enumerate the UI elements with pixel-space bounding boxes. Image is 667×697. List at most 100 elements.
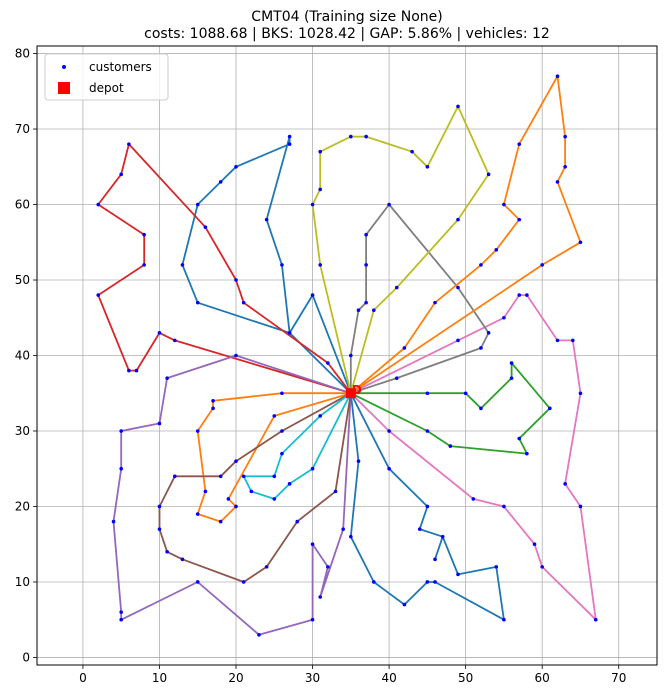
- x-tick-label: 70: [611, 671, 626, 685]
- customer-point: [257, 633, 261, 637]
- customer-point: [172, 338, 177, 343]
- customer-point: [310, 466, 315, 471]
- customer-point: [349, 534, 353, 539]
- grid-lines: [37, 46, 657, 665]
- customer-point: [578, 240, 583, 245]
- customer-point: [310, 617, 315, 622]
- customer-point: [509, 376, 514, 380]
- customer-point: [234, 353, 238, 358]
- customer-point: [364, 134, 368, 139]
- customer-point: [318, 149, 323, 154]
- customer-point: [119, 172, 123, 177]
- customer-point: [456, 104, 460, 109]
- y-tick-label: 40: [15, 349, 30, 363]
- customer-point: [517, 142, 522, 146]
- x-tick-label: 20: [228, 671, 243, 685]
- y-tick-label: 80: [15, 47, 30, 61]
- customer-point: [127, 142, 131, 146]
- customer-point: [326, 361, 330, 365]
- route-line-1: [181, 135, 352, 394]
- customer-point: [364, 300, 368, 305]
- customer-point: [218, 180, 223, 184]
- customer-point: [287, 331, 292, 335]
- y-tick-label: 0: [22, 650, 30, 664]
- y-tick-label: 70: [15, 122, 30, 136]
- depot-label: D: [352, 383, 362, 397]
- customer-point: [517, 436, 522, 441]
- customer-point: [349, 353, 353, 358]
- customer-point: [264, 217, 269, 222]
- customer-point: [433, 557, 437, 562]
- customer-point: [387, 202, 391, 207]
- customer-point: [180, 557, 185, 562]
- legend-depot-marker: [58, 82, 70, 94]
- x-tick-label: 10: [152, 671, 167, 685]
- depot-marker: [345, 388, 356, 399]
- x-tick-label: 50: [458, 671, 473, 685]
- customer-point: [318, 595, 323, 599]
- route-line-10: [349, 203, 490, 395]
- customer-point: [195, 512, 200, 516]
- customer-point: [433, 300, 437, 305]
- customer-point: [364, 263, 368, 267]
- customer-point: [532, 542, 537, 547]
- legend-label-depot: depot: [89, 81, 124, 95]
- customer-point: [310, 202, 315, 207]
- customer-point: [241, 474, 246, 479]
- customer-point: [241, 580, 246, 584]
- customer-point: [486, 172, 491, 177]
- customer-point: [517, 217, 522, 222]
- customer-point: [486, 331, 491, 335]
- route-line-2: [97, 143, 352, 395]
- customer-point: [425, 429, 430, 433]
- legend: customers depot: [44, 53, 169, 101]
- x-tick-label: 0: [79, 671, 87, 685]
- customer-point: [394, 285, 399, 290]
- customer-point: [456, 572, 460, 577]
- route-line-5: [158, 392, 352, 583]
- customer-point: [234, 459, 238, 463]
- customer-point: [287, 482, 292, 486]
- customer-point: [563, 164, 567, 169]
- customer-point: [555, 74, 560, 78]
- customer-point: [234, 164, 238, 169]
- customer-point: [349, 134, 353, 139]
- customer-point: [195, 300, 200, 305]
- customer-point: [425, 580, 430, 584]
- customer-point: [425, 391, 430, 396]
- customer-point: [463, 391, 468, 396]
- customer-point: [494, 565, 499, 569]
- customer-point: [119, 617, 123, 622]
- customer-point: [494, 248, 499, 252]
- customer-point: [456, 285, 460, 290]
- customer-point: [356, 308, 361, 313]
- customer-point: [142, 263, 146, 267]
- customer-point: [502, 315, 506, 320]
- customer-point: [479, 406, 483, 411]
- customer-point: [234, 504, 238, 509]
- customer-point: [387, 429, 391, 433]
- customer-point: [318, 187, 323, 192]
- customer-point: [272, 414, 277, 418]
- customer-point: [180, 263, 185, 267]
- route-line-3: [112, 354, 352, 636]
- customer-point: [310, 542, 315, 547]
- customer-point: [119, 610, 123, 614]
- customer-point: [211, 398, 215, 403]
- customer-point: [540, 565, 544, 569]
- route-line-4: [196, 392, 352, 523]
- customer-point: [364, 232, 368, 237]
- y-tick-label: 50: [15, 273, 30, 287]
- customer-point: [563, 134, 567, 139]
- customer-point: [287, 142, 292, 146]
- x-tick-label: 40: [381, 671, 396, 685]
- customer-point: [525, 451, 529, 456]
- customer-point: [509, 361, 514, 365]
- customer-point: [264, 565, 269, 569]
- customer-point: [440, 534, 445, 539]
- customer-point: [548, 406, 552, 411]
- customer-point: [157, 504, 162, 509]
- customer-point: [387, 466, 391, 471]
- customer-point: [563, 482, 567, 486]
